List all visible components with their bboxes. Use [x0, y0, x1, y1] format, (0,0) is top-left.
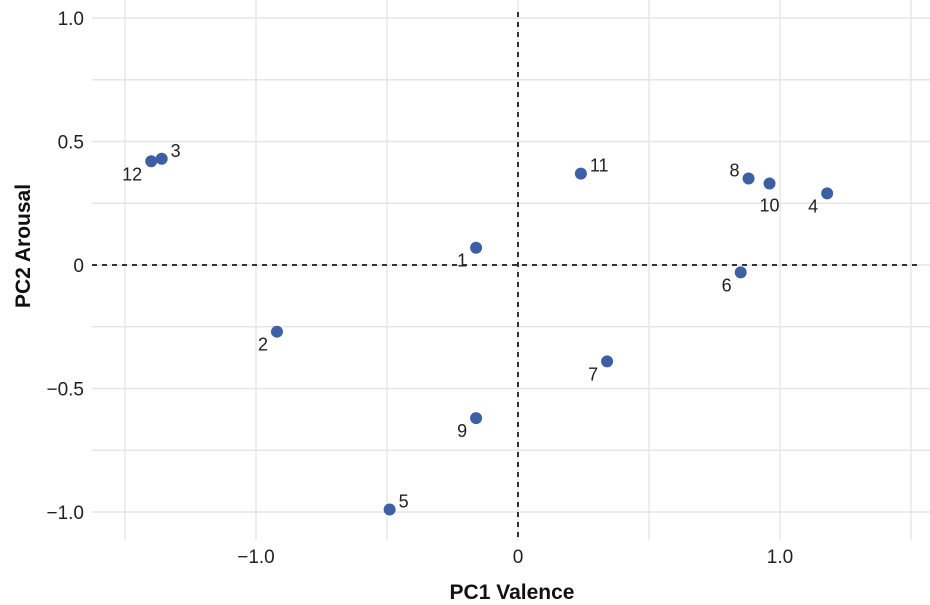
point-label: 7: [588, 364, 598, 384]
data-point: [383, 503, 396, 516]
x-tick-label: −1.0: [237, 547, 275, 568]
data-point: [270, 325, 283, 338]
grid: [92, 0, 930, 540]
data-point: [145, 155, 158, 168]
data-point: [742, 172, 755, 185]
point-label: 9: [457, 421, 467, 441]
data-point: [470, 241, 483, 254]
data-point: [734, 266, 747, 279]
data-point: [821, 187, 834, 200]
data-point: [763, 177, 776, 190]
tick-labels: −1.0 0 1.0 1.0 0.5 0 −0.5 −1.0: [46, 9, 793, 568]
point-label: 8: [730, 161, 740, 181]
point-label: 3: [171, 141, 181, 161]
y-tick-label: 0: [73, 256, 84, 277]
reference-lines: [92, 12, 922, 537]
point-label: 1: [457, 251, 467, 271]
point-label: 10: [760, 195, 780, 215]
y-tick-label: 0.5: [58, 133, 84, 154]
x-axis-title: PC1 Valence: [450, 581, 575, 604]
x-tick-label: 0: [513, 547, 524, 568]
point-label: 11: [590, 156, 609, 176]
data-point: [470, 412, 483, 425]
y-axis-title: PC2 Arousal: [12, 184, 35, 308]
data-point: [601, 355, 614, 368]
point-label: 5: [399, 492, 409, 512]
data-points: [145, 152, 834, 516]
y-tick-label: −1.0: [46, 503, 84, 524]
point-label: 4: [808, 196, 818, 216]
data-point: [155, 152, 168, 165]
x-tick-label: 1.0: [767, 547, 793, 568]
point-label: 6: [722, 275, 732, 295]
y-tick-label: 1.0: [58, 9, 84, 30]
point-label: 12: [122, 164, 142, 184]
data-point: [574, 167, 587, 180]
y-tick-label: −0.5: [46, 380, 84, 401]
point-label: 2: [258, 335, 268, 355]
